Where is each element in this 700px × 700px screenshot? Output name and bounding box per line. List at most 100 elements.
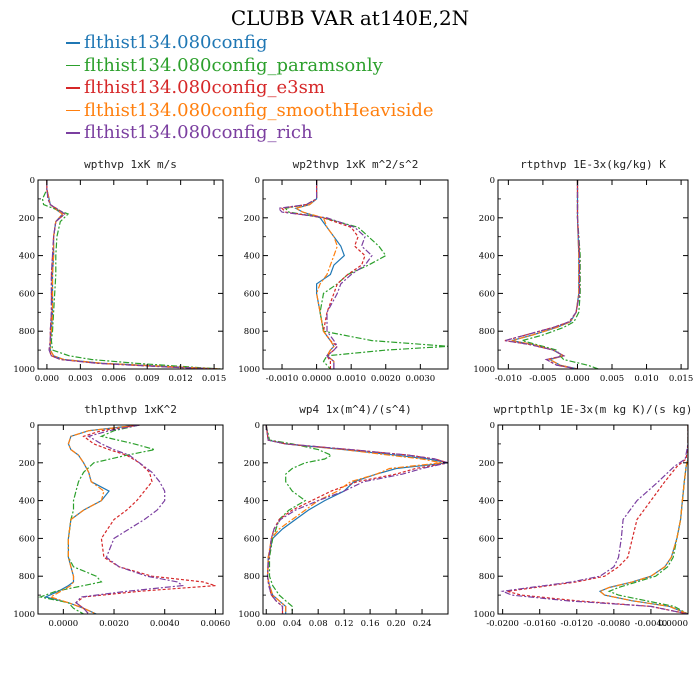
- y-tick-label: 200: [479, 214, 495, 224]
- y-tick-label: 200: [244, 459, 260, 469]
- y-tick-label: 800: [19, 327, 35, 337]
- series-line-2: [284, 180, 448, 369]
- x-tick-label: 0.0020: [99, 619, 129, 629]
- x-tick-label: 0.010: [634, 374, 658, 384]
- x-tick-label: 0.012: [168, 374, 192, 384]
- series-line-1: [598, 425, 688, 614]
- x-tick-label: 0.006: [102, 374, 126, 384]
- x-tick-label: -0.0160: [523, 619, 556, 629]
- plot-frame: [37, 179, 224, 370]
- y-tick-label: 400: [479, 252, 495, 262]
- series-line-1: [265, 425, 448, 614]
- series-line-4: [49, 425, 140, 614]
- series-line-5: [504, 180, 581, 369]
- x-tick-label: 0.005: [600, 374, 624, 384]
- panel-title: wprtpthlp 1E-3x(m kg K)/(s kg): [494, 403, 693, 416]
- panel-title: wp4 1x(m^4)/(s^4): [299, 403, 412, 416]
- series-line-5: [500, 425, 688, 614]
- x-tick-label: 0.015: [202, 374, 226, 384]
- series-line-2: [519, 180, 599, 369]
- x-tick-label: -0.005: [529, 374, 556, 384]
- y-tick-label: 400: [19, 252, 35, 262]
- y-tick-label: 1000: [473, 365, 495, 375]
- x-tick-label: 0.16: [361, 619, 380, 629]
- x-tick-label: 0.0030: [405, 374, 435, 384]
- legend-item: flthist134.080config: [66, 32, 434, 55]
- series-line-1: [294, 180, 346, 369]
- y-tick-label: 800: [479, 327, 495, 337]
- x-tick-label: 0.24: [413, 619, 432, 629]
- legend-swatch: [66, 64, 80, 67]
- x-tick-label: 0.04: [283, 619, 302, 629]
- y-tick-label: 0: [255, 176, 260, 186]
- series-line-5: [277, 180, 373, 369]
- legend: flthist134.080config flthist134.080confi…: [66, 32, 434, 145]
- y-tick-label: 0: [255, 421, 260, 431]
- plot-frame: [37, 424, 224, 615]
- y-tick-label: 1000: [473, 610, 495, 620]
- legend-label: flthist134.080config: [84, 32, 268, 53]
- x-tick-label: -0.0080: [598, 619, 631, 629]
- series-line-4: [265, 425, 442, 614]
- legend-label: flthist134.080config_e3sm: [84, 77, 325, 98]
- legend-swatch: [66, 132, 80, 134]
- series-line-3: [74, 425, 216, 614]
- y-tick-label: 200: [244, 214, 260, 224]
- y-tick-label: 200: [19, 214, 35, 224]
- y-tick-label: 0: [490, 421, 495, 431]
- x-tick-label: 0.003: [68, 374, 92, 384]
- panel-title: wp2thvp 1xK m^2/s^2: [293, 158, 419, 171]
- legend-swatch: [66, 87, 80, 89]
- series-line-4: [46, 180, 220, 369]
- legend-item: flthist134.080config_e3sm: [66, 77, 434, 100]
- x-tick-label: 0.12: [335, 619, 354, 629]
- panel-4: thlpthvp 1xK^2 0 200 400 600 800 1000 0.0000 0.0…: [13, 403, 230, 629]
- y-tick-label: 800: [19, 572, 35, 582]
- y-tick-label: 0: [490, 176, 495, 186]
- legend-label: flthist134.080config_smoothHeaviside: [84, 99, 434, 121]
- x-tick-label: -0.0120: [560, 619, 593, 629]
- legend-item: flthist134.080config_smoothHeaviside: [66, 100, 434, 123]
- panel-title: wpthvp 1xK m/s: [84, 158, 177, 171]
- y-tick-label: 400: [479, 497, 495, 507]
- x-tick-label: 0.08: [309, 619, 328, 629]
- x-tick-label: 0.009: [135, 374, 159, 384]
- y-tick-label: 800: [244, 572, 260, 582]
- legend-swatch: [66, 42, 80, 44]
- y-tick-label: 800: [479, 572, 495, 582]
- x-tick-label: 0.015: [669, 374, 693, 384]
- legend-label: flthist134.080config_rich: [84, 122, 313, 143]
- y-tick-label: 200: [479, 459, 495, 469]
- x-tick-label: -0.0010: [266, 374, 299, 384]
- series-line-2: [265, 425, 333, 614]
- legend-item: flthist134.080config_paramsonly: [66, 55, 434, 78]
- y-tick-label: 0: [30, 421, 35, 431]
- series-line-3: [504, 180, 581, 369]
- series-line-2: [607, 425, 688, 614]
- y-tick-label: 600: [19, 289, 35, 299]
- series-line-5: [46, 180, 218, 369]
- y-tick-label: 1000: [238, 610, 260, 620]
- y-tick-label: 600: [479, 534, 495, 544]
- y-tick-label: 400: [244, 497, 260, 507]
- legend-swatch: [66, 109, 80, 112]
- panel-2: wp2thvp 1xK m^2/s^2 0 200 400 600 800 1000 -0.0…: [238, 158, 449, 384]
- x-tick-label: -0.0040: [635, 619, 668, 629]
- x-tick-label: 0.000: [35, 374, 59, 384]
- series-line-5: [265, 425, 448, 614]
- y-tick-label: 600: [244, 289, 260, 299]
- x-tick-label: -0.010: [495, 374, 522, 384]
- series-line-3: [46, 180, 218, 369]
- y-tick-label: 1000: [13, 610, 35, 620]
- x-tick-label: 0.0040: [150, 619, 180, 629]
- series-line-4: [511, 180, 580, 369]
- legend-label: flthist134.080config_paramsonly: [84, 54, 383, 76]
- y-tick-label: 800: [244, 327, 260, 337]
- plot-frame: [262, 424, 449, 615]
- y-tick-label: 600: [244, 534, 260, 544]
- series-line-3: [280, 180, 366, 369]
- panel-3: rtpthvp 1E-3x(kg/kg) K02004006008001000-…: [473, 158, 693, 384]
- panel-title: thlpthvp 1xK^2: [84, 403, 177, 416]
